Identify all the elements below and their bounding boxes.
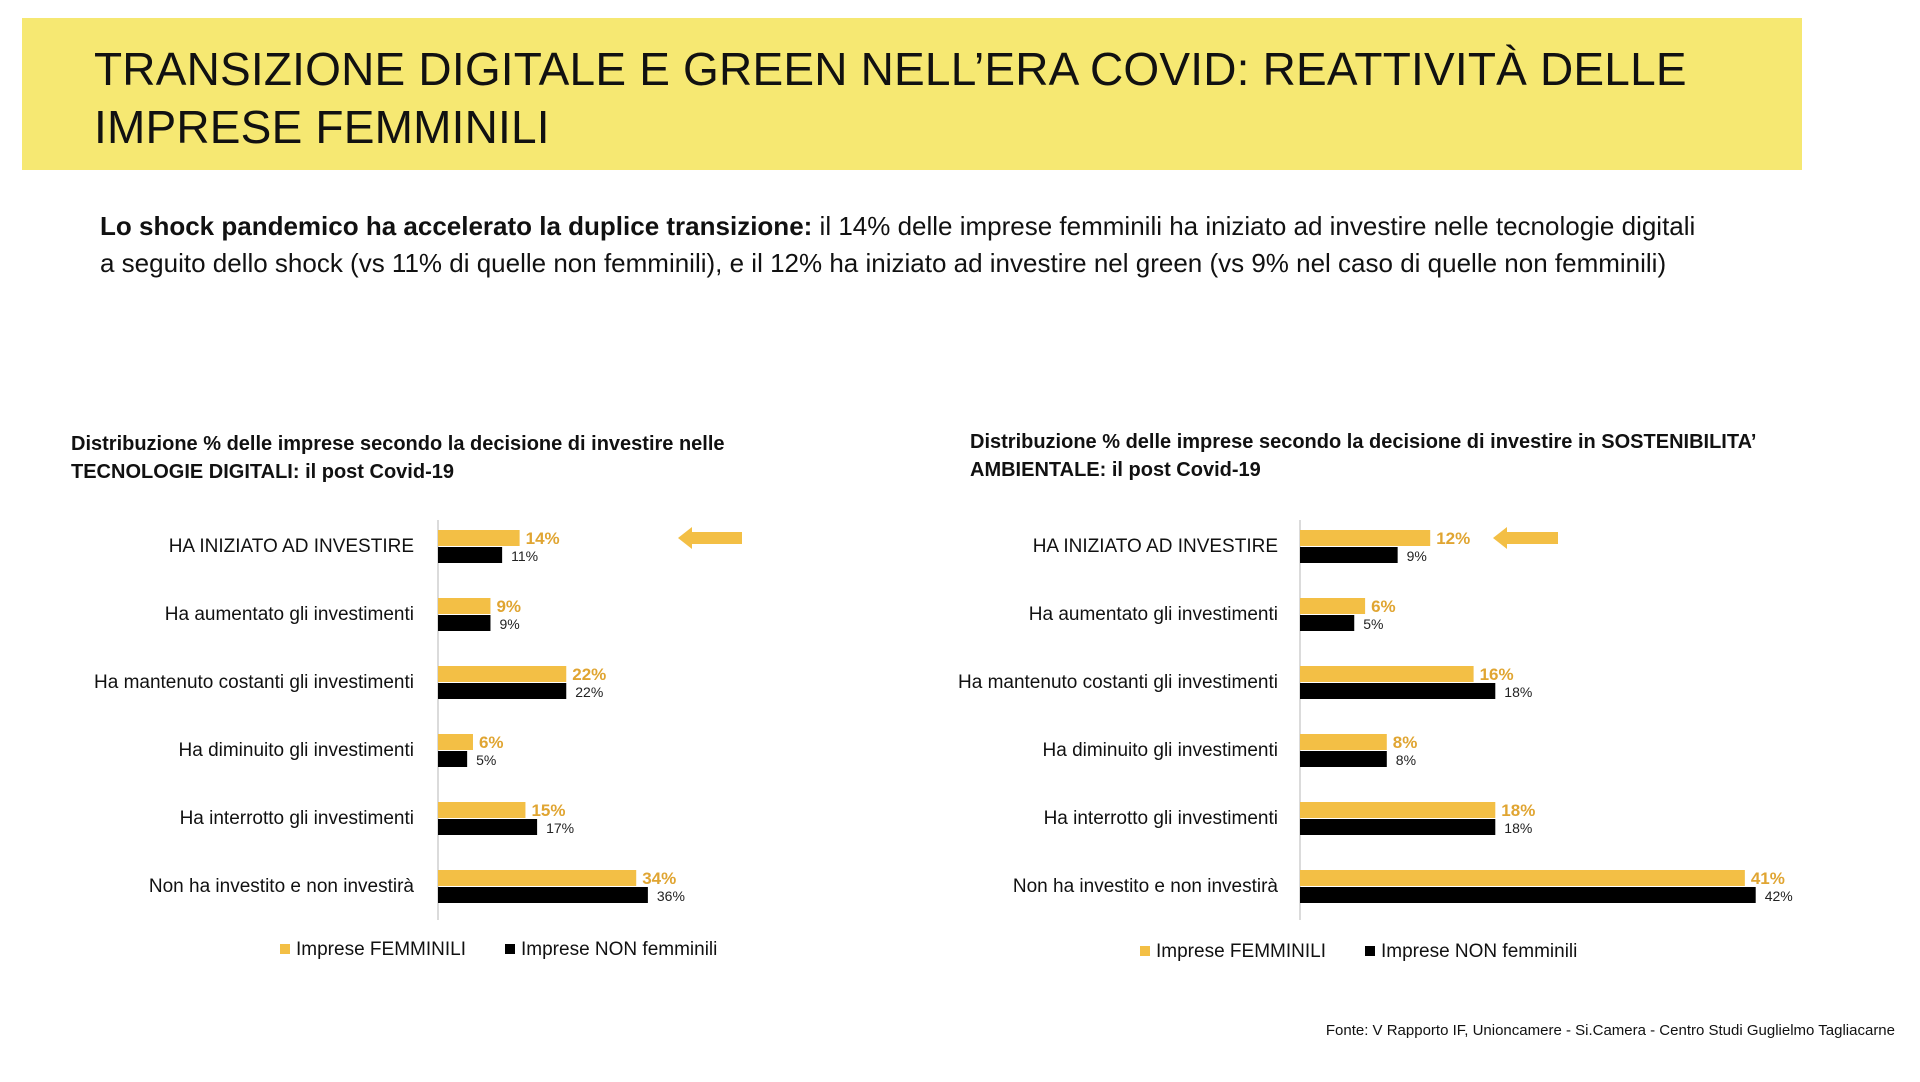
bar-non-femminili xyxy=(438,683,567,699)
chart-digital: HA INIZIATO AD INVESTIRE 14%11% Ha aumenta… xyxy=(94,520,742,960)
legend-label-non-femminili: Imprese NON femminili xyxy=(521,939,717,960)
category-label: HA INIZIATO AD INVESTIRE xyxy=(1033,536,1278,557)
bar-femminili xyxy=(438,666,567,682)
value-label-femminili: 6% xyxy=(479,733,504,752)
bar-non-femminili xyxy=(438,547,503,563)
bar-femminili xyxy=(1300,530,1431,546)
chart-digital-title: Distribuzione % delle imprese secondo la… xyxy=(71,430,725,486)
value-label-non-femminili: 18% xyxy=(1504,684,1532,700)
bar-femminili xyxy=(438,870,637,886)
value-label-non-femminili: 17% xyxy=(546,820,574,836)
value-label-non-femminili: 9% xyxy=(499,616,519,632)
legend-swatch-femminili xyxy=(1140,946,1150,956)
category-label: Ha aumentato gli investimenti xyxy=(165,604,414,625)
intro-text-line1: il 14% delle imprese femminili ha inizia… xyxy=(812,211,1696,241)
intro-paragraph: Lo shock pandemico ha accelerato la dupl… xyxy=(100,208,1840,282)
value-label-femminili: 15% xyxy=(531,801,565,820)
category-label: Non ha investito e non investirà xyxy=(1013,876,1279,897)
bar-femminili xyxy=(1300,598,1366,614)
bar-femminili xyxy=(1300,666,1474,682)
value-label-femminili: 12% xyxy=(1436,529,1470,548)
bar-femminili xyxy=(438,598,491,614)
category-label: Ha diminuito gli investimenti xyxy=(1043,740,1279,761)
page-title-line1: TRANSIZIONE DIGITALE E GREEN NELL’ERA CO… xyxy=(94,43,1687,95)
legend-label-femminili: Imprese FEMMINILI xyxy=(296,939,466,960)
bar-non-femminili xyxy=(1300,819,1496,835)
value-label-femminili: 41% xyxy=(1751,869,1785,888)
value-label-non-femminili: 11% xyxy=(511,548,538,564)
legend-label-non-femminili: Imprese NON femminili xyxy=(1381,941,1577,962)
legend-label-femminili: Imprese FEMMINILI xyxy=(1156,941,1326,962)
bar-non-femminili xyxy=(1300,751,1387,767)
arrow-shape xyxy=(1493,527,1558,549)
value-label-femminili: 14% xyxy=(526,529,560,548)
highlight-arrow-icon xyxy=(1493,527,1558,549)
value-label-non-femminili: 42% xyxy=(1765,888,1793,904)
intro-text-line2: a seguito dello shock (vs 11% di quelle … xyxy=(100,248,1667,278)
bar-non-femminili xyxy=(438,751,468,767)
category-label: Ha aumentato gli investimenti xyxy=(1029,604,1278,625)
value-label-femminili: 6% xyxy=(1371,597,1396,616)
value-label-non-femminili: 8% xyxy=(1396,752,1416,768)
value-label-non-femminili: 36% xyxy=(657,888,685,904)
value-label-non-femminili: 18% xyxy=(1504,820,1532,836)
category-label: Non ha investito e non investirà xyxy=(149,876,415,897)
category-label: Ha interrotto gli investimenti xyxy=(1044,808,1278,829)
chart-green: HA INIZIATO AD INVESTIRE 12% 9% Ha aumentat… xyxy=(958,520,1793,962)
category-label: Ha diminuito gli investimenti xyxy=(179,740,415,761)
category-label: Ha mantenuto costanti gli investimenti xyxy=(94,672,414,693)
value-label-femminili: 16% xyxy=(1480,665,1514,684)
bar-non-femminili xyxy=(438,819,538,835)
highlight-arrow-icon xyxy=(678,527,742,549)
chart-green-title-line1: Distribuzione % delle imprese secondo la… xyxy=(970,431,1757,453)
bar-non-femminili xyxy=(1300,547,1398,563)
category-label: HA INIZIATO AD INVESTIRE xyxy=(169,536,414,557)
page-title-line2: IMPRESE FEMMINILI xyxy=(94,101,550,153)
legend-swatch-non-femminili xyxy=(1365,946,1375,956)
title-banner xyxy=(22,18,1802,170)
bar-femminili xyxy=(1300,802,1496,818)
bar-non-femminili xyxy=(438,887,648,903)
value-label-non-femminili: 5% xyxy=(1363,616,1383,632)
category-label: Ha interrotto gli investimenti xyxy=(180,808,414,829)
bar-non-femminili xyxy=(1300,887,1756,903)
bar-non-femminili xyxy=(1300,615,1355,631)
bar-femminili xyxy=(438,802,526,818)
chart-digital-title-line1: Distribuzione % delle imprese secondo la… xyxy=(71,433,725,455)
legend-swatch-femminili xyxy=(280,944,290,954)
bar-femminili xyxy=(438,734,473,750)
value-label-femminili: 8% xyxy=(1393,733,1418,752)
chart-green-title: Distribuzione % delle imprese secondo la… xyxy=(970,428,1756,484)
source-note: Fonte: V Rapporto IF, Unioncamere - Si.C… xyxy=(1325,1022,1895,1039)
legend-swatch-non-femminili xyxy=(505,944,515,954)
chart-digital-title-line2: TECNOLOGIE DIGITALI: il post Covid-19 xyxy=(71,461,454,483)
bar-non-femminili xyxy=(438,615,491,631)
value-label-femminili: 18% xyxy=(1501,801,1535,820)
bar-non-femminili xyxy=(1300,683,1496,699)
intro-lead: Lo shock pandemico ha accelerato la dupl… xyxy=(100,211,813,241)
value-label-non-femminili: 5% xyxy=(476,752,496,768)
value-label-femminili: 9% xyxy=(496,597,521,616)
value-label-non-femminili: 22% xyxy=(575,684,603,700)
page-title: TRANSIZIONE DIGITALE E GREEN NELL’ERA CO… xyxy=(94,40,1734,156)
chart-green-title-line2: AMBIENTALE: il post Covid-19 xyxy=(970,459,1261,481)
bar-femminili xyxy=(438,530,520,546)
bar-femminili xyxy=(1300,870,1745,886)
bar-femminili xyxy=(1300,734,1387,750)
value-label-femminili: 34% xyxy=(642,869,676,888)
value-label-femminili: 22% xyxy=(572,665,606,684)
value-label-non-femminili: 9% xyxy=(1407,548,1427,564)
category-label: Ha mantenuto costanti gli investimenti xyxy=(958,672,1278,693)
arrow-shape xyxy=(678,527,742,549)
